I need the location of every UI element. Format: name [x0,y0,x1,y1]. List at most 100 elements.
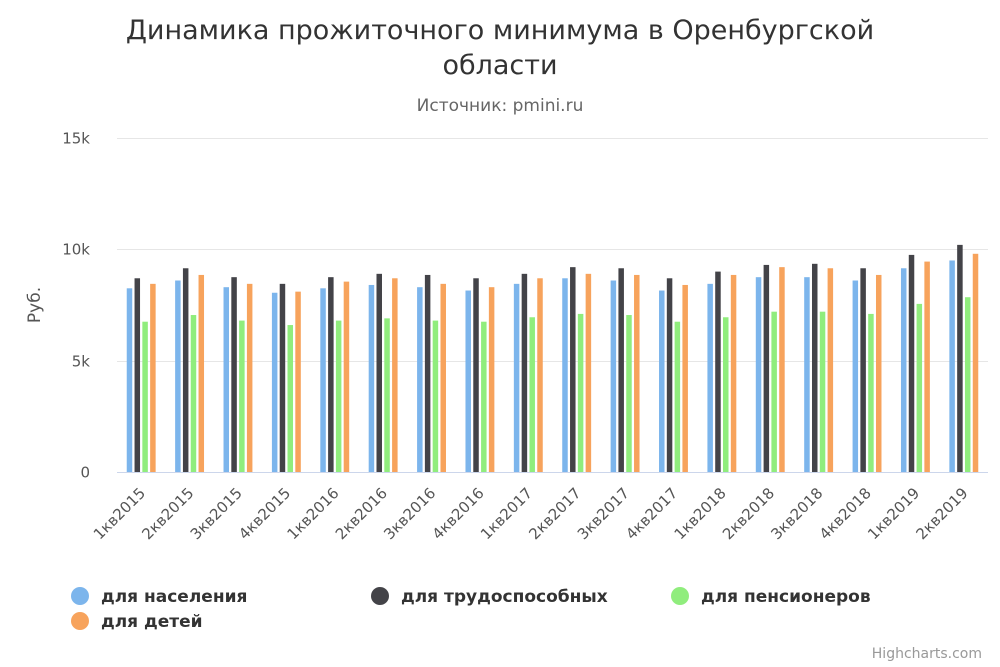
bar-2кв2017-для-детей[interactable] [585,273,592,472]
x-tick-label: 3кв2015 [187,484,246,543]
bar-2кв2019-для-детей[interactable] [972,253,979,472]
bar-2кв2019-для-пенсионеров[interactable] [964,297,971,472]
bar-4кв2016-для-пенсионеров[interactable] [481,321,487,472]
x-tick-label: 4кв2017 [622,484,681,543]
bar-3кв2018-для-трудоспособных[interactable] [811,263,818,472]
bar-4кв2017-для-пенсионеров[interactable] [674,321,681,472]
legend: для населения для трудоспособных для пенси… [71,587,871,632]
bar-1кв2016-для-детей[interactable] [343,281,350,472]
bar-1кв2015-для-населения[interactable] [126,288,133,472]
bar-4кв2018-для-пенсионеров[interactable] [868,313,874,472]
x-tick-label: 1кв2019 [864,484,923,543]
bar-2кв2016-для-населения[interactable] [368,284,375,472]
bar-4кв2017-для-трудоспособных[interactable] [666,278,673,472]
bar-1кв2017-для-населения[interactable] [513,283,520,472]
bar-4кв2016-для-населения[interactable] [465,290,471,472]
bar-2кв2015-для-населения[interactable] [175,280,181,472]
bar-4кв2015-для-пенсионеров[interactable] [287,325,294,472]
bar-1кв2019-для-населения[interactable] [900,268,907,472]
bar-1кв2015-для-трудоспособных[interactable] [134,278,141,472]
x-tick-label: 2кв2017 [525,484,584,543]
bar-4кв2015-для-детей[interactable] [295,291,301,472]
bar-2кв2019-для-населения[interactable] [949,260,955,472]
bar-3кв2016-для-детей[interactable] [440,283,446,472]
x-tick-label: 1кв2016 [283,484,342,543]
bar-2кв2017-для-трудоспособных[interactable] [570,267,576,472]
bar-1кв2015-для-пенсионеров[interactable] [142,321,148,472]
bar-1кв2015-для-детей[interactable] [150,283,156,472]
bar-1кв2017-для-пенсионеров[interactable] [529,317,535,472]
x-tick-label: 3кв2018 [767,484,826,543]
x-tick-label: 1кв2015 [90,484,149,543]
bar-4кв2018-для-населения[interactable] [852,280,859,472]
bar-3кв2016-для-населения[interactable] [417,287,423,472]
legend-label: для пенсионеров [701,587,871,607]
bar-3кв2016-для-пенсионеров[interactable] [432,320,439,472]
bar-2кв2018-для-детей[interactable] [779,267,785,472]
bar-3кв2017-для-трудоспособных[interactable] [618,268,624,472]
legend-marker-icon [71,612,89,630]
bar-2кв2016-для-трудоспособных[interactable] [376,273,382,472]
bar-3кв2015-для-трудоспособных[interactable] [231,277,237,472]
y-tick-label: 0 [80,464,90,482]
x-axis-ticks: 1кв20152кв20153кв20154кв20151кв20162кв20… [90,484,972,543]
bar-1кв2016-для-пенсионеров[interactable] [335,320,342,472]
bar-3кв2018-для-населения[interactable] [804,277,810,472]
bar-1кв2018-для-населения[interactable] [707,283,713,472]
bar-2кв2015-для-детей[interactable] [198,274,205,472]
legend-item-для-детей[interactable]: для детей [71,612,203,632]
bar-1кв2016-для-трудоспособных[interactable] [328,277,334,472]
bar-2кв2018-для-трудоспособных[interactable] [763,264,770,472]
bar-3кв2015-для-населения[interactable] [223,287,230,472]
bar-4кв2016-для-трудоспособных[interactable] [473,278,479,472]
bar-2кв2015-для-пенсионеров[interactable] [190,315,197,472]
legend-item-для-населения[interactable]: для населения [71,587,247,607]
bar-3кв2015-для-пенсионеров[interactable] [239,320,245,472]
bar-4кв2015-для-населения[interactable] [271,292,278,472]
bar-4кв2015-для-трудоспособных[interactable] [279,283,286,472]
bar-4кв2017-для-населения[interactable] [659,290,665,472]
bar-2кв2015-для-трудоспособных[interactable] [182,268,189,472]
legend-item-для-трудоспособных[interactable]: для трудоспособных [371,587,608,607]
y-axis-label: Руб. [25,287,45,323]
x-tick-label: 1кв2018 [671,484,730,543]
bar-1кв2018-для-трудоспособных[interactable] [715,271,721,472]
bar-2кв2017-для-пенсионеров[interactable] [577,313,584,472]
bar-1кв2019-для-детей[interactable] [924,261,930,472]
credits-link[interactable]: Highcharts.com [872,646,982,662]
bar-3кв2017-для-пенсионеров[interactable] [626,315,632,472]
x-tick-label: 3кв2017 [574,484,633,543]
legend-item-для-пенсионеров[interactable]: для пенсионеров [671,587,871,607]
bar-1кв2018-для-детей[interactable] [730,274,737,472]
bar-1кв2016-для-населения[interactable] [320,288,326,472]
bar-1кв2019-для-трудоспособных[interactable] [908,254,915,472]
legend-marker-icon [71,587,89,605]
legend-label: для населения [101,587,247,607]
bar-2кв2017-для-населения[interactable] [562,278,568,472]
bar-1кв2017-для-детей[interactable] [537,278,543,472]
x-tick-label: 2кв2015 [138,484,197,543]
bar-2кв2019-для-трудоспособных[interactable] [957,244,963,472]
bar-2кв2018-для-пенсионеров[interactable] [771,311,777,472]
bar-1кв2019-для-пенсионеров[interactable] [916,303,923,472]
bar-4кв2016-для-детей[interactable] [488,287,495,472]
y-tick-label: 5k [72,353,91,371]
bar-1кв2018-для-пенсионеров[interactable] [723,317,729,472]
bar-3кв2017-для-детей[interactable] [634,274,640,472]
bar-3кв2018-для-детей[interactable] [827,268,834,472]
y-tick-label: 15k [62,130,90,148]
bar-2кв2016-для-пенсионеров[interactable] [384,318,390,472]
bar-1кв2017-для-трудоспособных[interactable] [521,273,528,472]
bar-3кв2015-для-детей[interactable] [246,283,253,472]
bar-4кв2018-для-детей[interactable] [875,274,882,472]
bar-3кв2017-для-населения[interactable] [610,280,617,472]
bar-3кв2016-для-трудоспособных[interactable] [424,274,431,472]
bar-2кв2016-для-детей[interactable] [392,278,398,472]
x-tick-label: 2кв2019 [912,484,971,543]
chart-subtitle: Источник: pmini.ru [417,96,584,116]
bar-3кв2018-для-пенсионеров[interactable] [819,311,826,472]
bar-4кв2017-для-детей[interactable] [682,284,688,472]
x-tick-label: 2кв2018 [719,484,778,543]
bar-2кв2018-для-населения[interactable] [755,277,762,472]
bar-4кв2018-для-трудоспособных[interactable] [860,268,866,472]
